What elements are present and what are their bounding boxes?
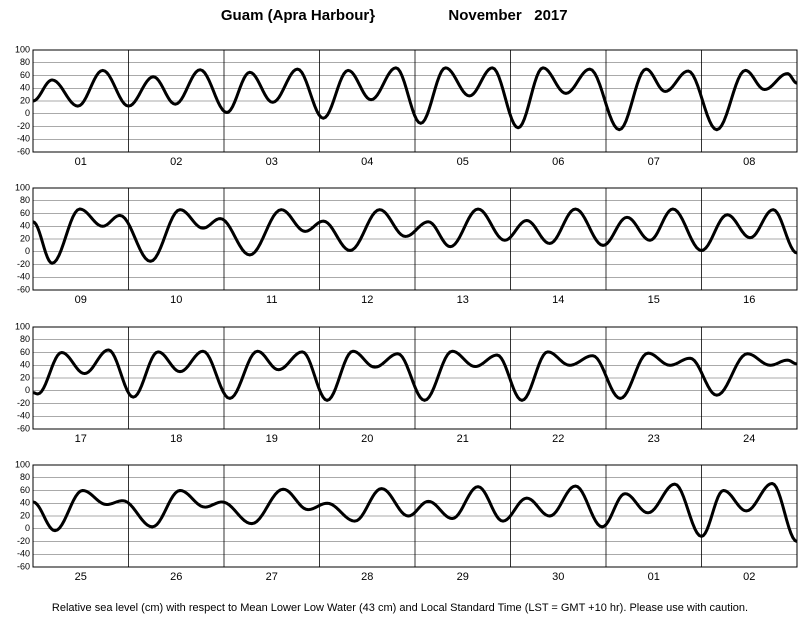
day-label: 18 (170, 433, 182, 445)
day-label: 06 (552, 156, 564, 168)
day-label: 12 (361, 294, 373, 306)
day-label: 15 (648, 294, 660, 306)
day-label: 11 (266, 294, 277, 306)
y-tick-label: -20 (17, 259, 30, 269)
day-label: 02 (743, 571, 755, 583)
tide-line (32, 207, 798, 265)
day-label: 02 (170, 156, 182, 168)
y-tick-label: -60 (17, 146, 30, 156)
y-tick-label: -20 (17, 398, 30, 408)
y-tick-label: -60 (17, 561, 30, 571)
day-label: 24 (743, 433, 755, 445)
y-tick-label: -40 (17, 411, 30, 421)
y-tick-label: 0 (25, 523, 30, 533)
y-tick-label: 40 (20, 498, 30, 508)
y-tick-label: 80 (20, 57, 30, 67)
y-tick-label: -60 (17, 423, 30, 433)
y-tick-label: 80 (20, 334, 30, 344)
y-tick-label: 100 (15, 44, 30, 54)
y-tick-label: 100 (15, 182, 30, 192)
y-tick-label: 80 (20, 472, 30, 482)
y-tick-label: 0 (25, 108, 30, 118)
day-label: 19 (266, 433, 278, 445)
day-label: 09 (75, 294, 87, 306)
day-label: 07 (648, 156, 660, 168)
day-label: 01 (75, 156, 87, 168)
day-label: 01 (648, 571, 660, 583)
chart-date: November 2017 (448, 7, 567, 24)
y-tick-label: 0 (25, 246, 30, 256)
y-tick-label: -40 (17, 549, 30, 559)
day-label: 30 (552, 571, 564, 583)
day-label: 17 (75, 433, 87, 445)
day-label: 03 (266, 156, 278, 168)
day-label: 25 (75, 571, 87, 583)
y-tick-label: 20 (20, 233, 30, 243)
y-tick-label: 20 (20, 372, 30, 382)
panel-frame (32, 326, 798, 430)
y-tick-label: 20 (20, 95, 30, 105)
panel-frame (32, 464, 798, 568)
panel-frame (32, 187, 798, 291)
day-label: 14 (552, 294, 564, 306)
day-label: 20 (361, 433, 373, 445)
day-label: 28 (361, 571, 373, 583)
tide-line (31, 348, 798, 402)
y-tick-label: -40 (17, 134, 30, 144)
day-label: 04 (361, 156, 373, 168)
y-tick-label: 60 (20, 485, 30, 495)
y-tick-label: 0 (25, 385, 30, 395)
day-label: 27 (266, 571, 278, 583)
y-tick-label: 100 (15, 321, 30, 331)
y-tick-label: 40 (20, 221, 30, 231)
tide-line (32, 66, 798, 132)
y-tick-label: -40 (17, 272, 30, 282)
y-tick-label: 40 (20, 83, 30, 93)
y-tick-label: 60 (20, 208, 30, 218)
caption: Relative sea level (cm) with respect to … (52, 602, 748, 614)
y-tick-label: 20 (20, 510, 30, 520)
day-label: 21 (457, 433, 469, 445)
day-label: 10 (170, 294, 182, 306)
day-label: 08 (743, 156, 755, 168)
y-tick-label: -20 (17, 121, 30, 131)
y-tick-label: 80 (20, 195, 30, 205)
y-tick-label: 60 (20, 347, 30, 357)
day-label: 05 (457, 156, 469, 168)
y-tick-label: 60 (20, 70, 30, 80)
day-label: 22 (552, 433, 564, 445)
day-label: 16 (743, 294, 755, 306)
y-tick-label: -60 (17, 284, 30, 294)
y-tick-label: -20 (17, 536, 30, 546)
day-label: 13 (457, 294, 469, 306)
y-tick-label: 100 (15, 459, 30, 469)
tide-line (32, 481, 798, 543)
day-label: 26 (170, 571, 182, 583)
y-tick-label: 40 (20, 360, 30, 370)
day-label: 29 (457, 571, 469, 583)
chart-title: Guam (Apra Harbour} (221, 7, 375, 24)
day-label: 23 (648, 433, 660, 445)
